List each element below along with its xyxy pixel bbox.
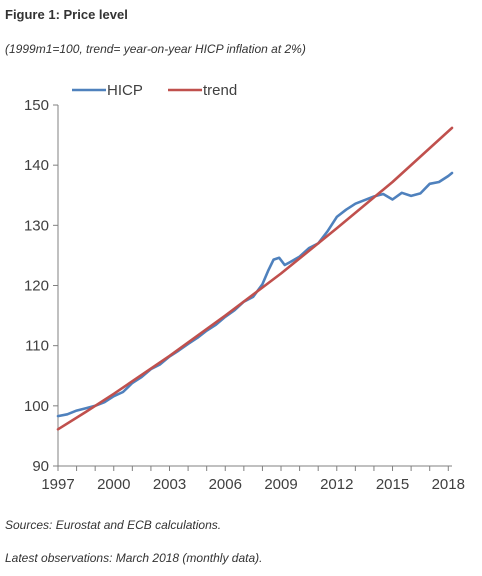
figure-subtitle: (1999m1=100, trend= year-on-year HICP in… [5, 42, 306, 56]
x-tick-label: 2000 [97, 476, 130, 493]
y-tick-label: 140 [24, 157, 49, 174]
y-tick-label: 110 [25, 338, 49, 355]
x-tick-label: 2003 [153, 476, 186, 493]
legend-label-trend: trend [203, 82, 237, 99]
series-line-hicp [56, 171, 454, 418]
y-tick-label: 130 [24, 217, 49, 234]
y-tick-label: 120 [24, 278, 49, 295]
y-tick-label: 100 [24, 398, 49, 415]
x-tick-label: 1997 [41, 476, 74, 493]
y-tick-label: 150 [24, 97, 49, 114]
price-level-chart: HICP trend 90 100 110 120 130 140 150 1997 2000 20… [24, 82, 465, 493]
x-tick-label: 2012 [320, 476, 353, 493]
chart-series [56, 126, 454, 431]
figure-latest-observations: Latest observations: March 2018 (monthly… [5, 551, 263, 565]
x-tick-label: 2018 [432, 476, 465, 493]
x-tick-label: 2015 [376, 476, 409, 493]
y-tick-label: 90 [32, 458, 49, 475]
x-tick-label: 2009 [264, 476, 297, 493]
figure-title: Figure 1: Price level [5, 7, 128, 22]
x-tick-label: 2006 [209, 476, 242, 493]
chart-axes: 90 100 110 120 130 140 150 1997 2000 2003 2006 2009… [24, 97, 465, 493]
series-line-trend [56, 126, 454, 431]
chart-legend: HICP trend [72, 82, 237, 99]
figure-source: Sources: Eurostat and ECB calculations. [5, 518, 222, 532]
legend-label-hicp: HICP [107, 82, 143, 99]
